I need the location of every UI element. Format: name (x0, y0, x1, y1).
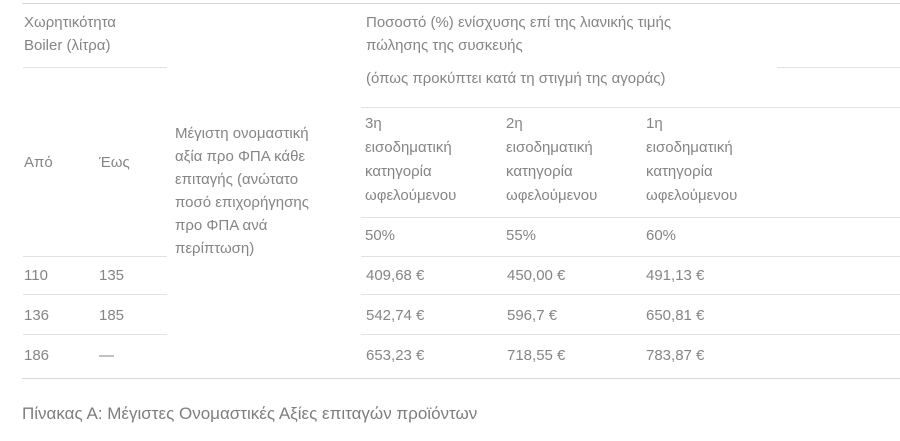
table-cell-value-cat1: 650,81 € (646, 307, 705, 324)
percent-header-note: (όπως προκύπτει κατά τη στιγμή της αγορά… (366, 70, 666, 87)
table-cell-to: — (99, 347, 114, 364)
table-cell-from: 110 (24, 267, 48, 284)
col-header-to: Έως (99, 154, 130, 171)
capacity-header-underline (23, 67, 167, 68)
col-header-income-cat-2: 2η εισοδηματική κατηγορία ωφελούμενου (506, 115, 598, 204)
row-separator (361, 334, 900, 335)
table-cell-value-cat3: 542,74 € (366, 307, 425, 324)
col-header-income-cat-3: 3η εισοδηματική κατηγορία ωφελούμενου (365, 115, 457, 204)
aid-percentage-cat-2: 55% (506, 227, 537, 244)
col-header-from: Από (24, 154, 53, 171)
table-cell-from: 186 (24, 347, 50, 364)
table-cell-to: 135 (99, 267, 125, 284)
percent-column-header: Ποσοστό (%) ενίσχυσης επί της λιανικής τ… (366, 14, 672, 54)
percent-header-underline (361, 107, 900, 108)
row-separator (361, 294, 900, 295)
aid-percentage-cat-1: 60% (646, 227, 677, 244)
table-caption: Πίνακας Α: Μέγιστες Ονομαστικές Αξίες επ… (22, 404, 478, 423)
table-cell-value-cat2: 718,55 € (507, 347, 566, 364)
col-header-income-cat-1: 1η εισοδηματική κατηγορία ωφελούμενου (646, 115, 738, 204)
table-cell-value-cat2: 450,00 € (507, 267, 566, 284)
row-separator (23, 294, 167, 295)
table-cell-value-cat3: 653,23 € (366, 347, 425, 364)
col-header-max-voucher-value: Μέγιστη ονομαστική αξία προ ΦΠΑ κάθε επι… (175, 125, 309, 257)
income-categories-underline (361, 217, 900, 218)
header-right-underline-fragment (777, 67, 900, 68)
aid-percentage-cat-3: 50% (365, 227, 396, 244)
capacity-column-header: Χωρητικότητα Boiler (λίτρα) (24, 14, 116, 54)
table-cell-value-cat1: 783,87 € (646, 347, 705, 364)
fromto-header-underline (23, 256, 167, 257)
percentages-underline (361, 256, 900, 257)
table-cell-value-cat2: 596,7 € (507, 307, 558, 324)
row-separator (23, 334, 167, 335)
table-bottom-border (22, 378, 900, 379)
table-cell-to: 185 (99, 307, 125, 324)
table-cell-value-cat3: 409,68 € (366, 267, 425, 284)
table-top-border (22, 3, 900, 4)
table-cell-value-cat1: 491,13 € (646, 267, 705, 284)
table-cell-from: 136 (24, 307, 50, 324)
